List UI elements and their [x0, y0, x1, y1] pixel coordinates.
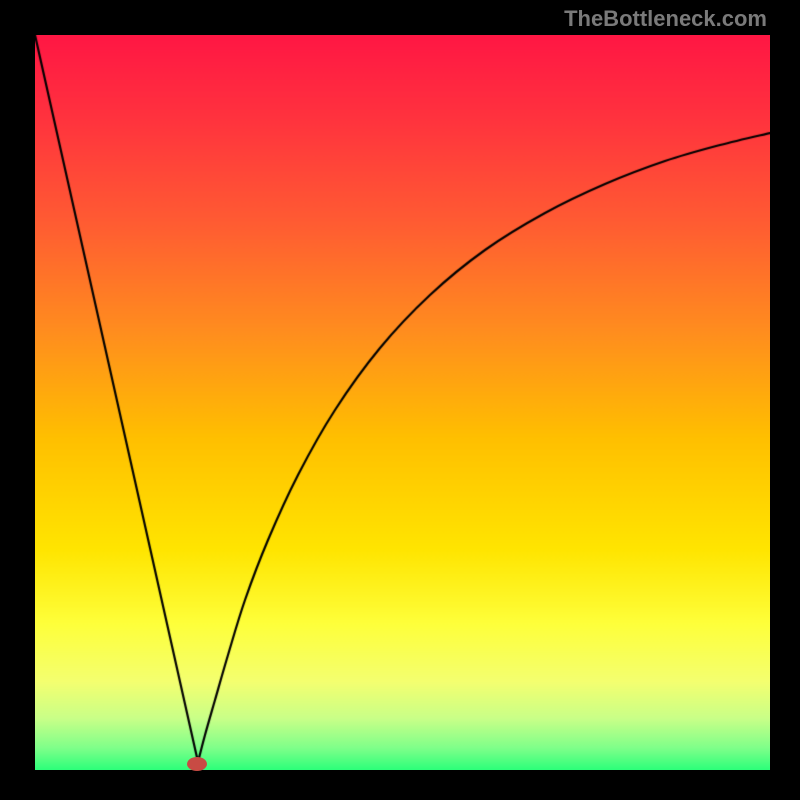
minimum-marker — [187, 757, 207, 771]
plot-area — [35, 35, 770, 770]
bottleneck-curve — [35, 35, 770, 770]
chart-container: TheBottleneck.com — [0, 0, 800, 800]
watermark-text: TheBottleneck.com — [564, 6, 767, 32]
